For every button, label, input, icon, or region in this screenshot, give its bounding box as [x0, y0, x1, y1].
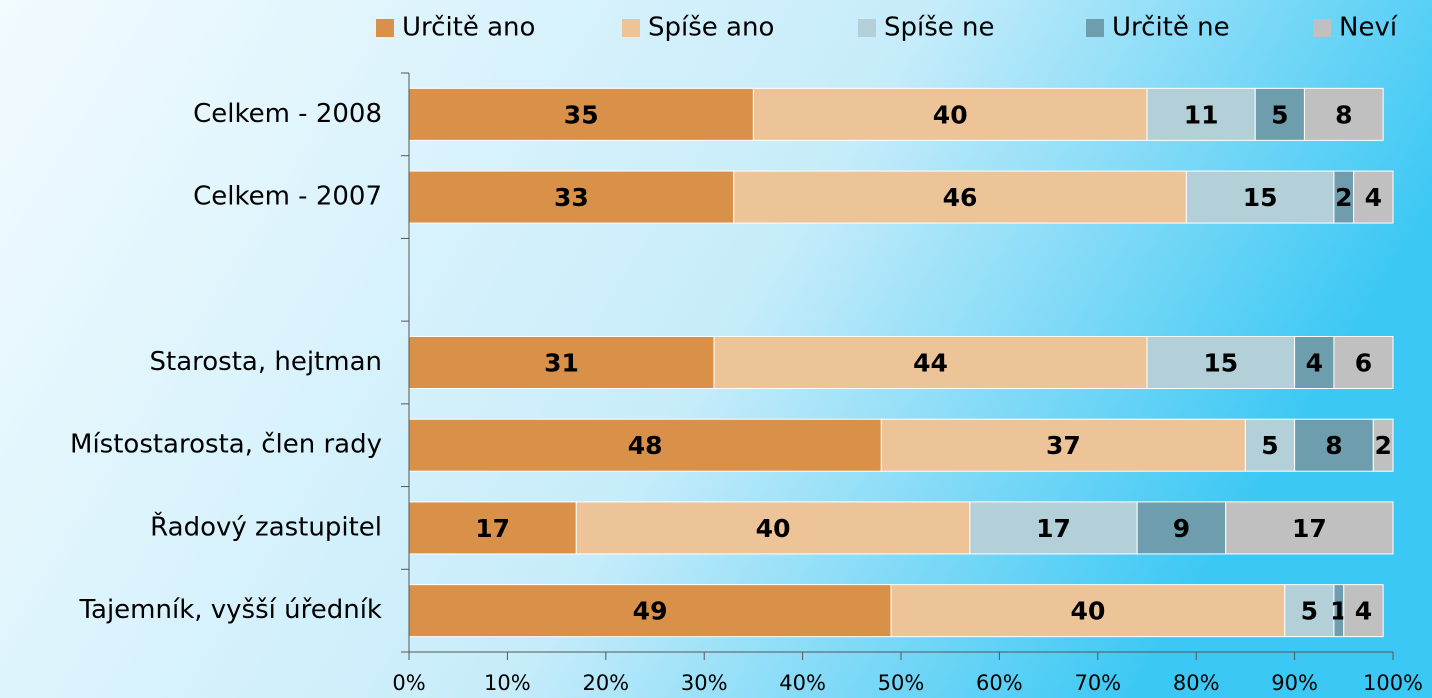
category-label: Tajemník, vyšší úředník	[78, 595, 382, 625]
bar-segment	[1284, 584, 1335, 638]
bar-segment	[1303, 87, 1384, 141]
legend-label: Neví	[1339, 13, 1398, 43]
x-tick-label: 70%	[1074, 671, 1121, 695]
data-label: 4	[1306, 349, 1323, 378]
legend-swatch	[858, 19, 876, 37]
data-label: 17	[1292, 514, 1327, 543]
bar-segment	[408, 170, 735, 224]
category-label: Celkem - 2007	[193, 182, 382, 212]
bar-segment	[1146, 87, 1256, 141]
legend-label: Určitě ano	[402, 13, 535, 43]
bar-segment	[408, 87, 754, 141]
data-label: 2	[1374, 431, 1391, 460]
data-label: 17	[475, 514, 510, 543]
x-tick-label: 40%	[779, 671, 826, 695]
bar-segment	[1136, 501, 1227, 555]
data-label: 46	[943, 183, 978, 212]
data-label: 15	[1243, 183, 1278, 212]
bar-segment	[969, 501, 1138, 555]
data-label: 37	[1046, 431, 1081, 460]
data-label: 40	[1071, 597, 1106, 626]
bar-segment	[1294, 418, 1374, 472]
x-tick-label: 30%	[681, 671, 728, 695]
data-label: 44	[913, 349, 948, 378]
data-label: 5	[1301, 597, 1318, 626]
data-label: 5	[1271, 100, 1288, 129]
x-tick-label: 10%	[484, 671, 531, 695]
legend-swatch	[1086, 19, 1104, 37]
x-tick-label: 0%	[392, 671, 425, 695]
x-tick-label: 20%	[582, 671, 629, 695]
legend-swatch	[376, 19, 394, 37]
category-label: Celkem - 2008	[193, 99, 382, 129]
data-label: 4	[1365, 183, 1382, 212]
bar-segment	[408, 501, 577, 555]
category-label: Místostarosta, člen rady	[70, 430, 382, 460]
x-tick-label: 100%	[1363, 671, 1423, 695]
legend-swatch	[1313, 19, 1331, 37]
data-label: 11	[1184, 100, 1219, 129]
data-label: 6	[1355, 349, 1372, 378]
bar-segment	[713, 336, 1148, 389]
data-label: 4	[1355, 597, 1372, 626]
legend-label: Určitě ne	[1112, 13, 1230, 43]
data-label: 8	[1335, 100, 1352, 129]
data-label: 40	[756, 514, 791, 543]
data-label: 15	[1203, 349, 1238, 378]
data-label: 9	[1173, 514, 1190, 543]
bar-segment	[408, 336, 715, 389]
data-label: 5	[1261, 431, 1278, 460]
legend-label: Spíše ne	[884, 13, 995, 43]
bar-segment	[1185, 170, 1335, 224]
data-label: 8	[1325, 431, 1342, 460]
bar-segment	[752, 87, 1148, 141]
data-label: 17	[1036, 514, 1071, 543]
bar-segment	[1146, 336, 1296, 389]
data-label: 2	[1335, 183, 1352, 212]
data-label: 48	[628, 431, 663, 460]
data-label: 33	[554, 183, 589, 212]
data-label: 1	[1330, 597, 1347, 626]
bar-segment	[733, 170, 1187, 224]
category-label: Starosta, hejtman	[150, 347, 383, 377]
bar-segment	[1254, 87, 1305, 141]
category-label: Řadový zastupitel	[150, 510, 382, 542]
legend-label: Spíše ano	[648, 13, 774, 43]
legend-swatch	[622, 19, 640, 37]
data-label: 49	[633, 597, 668, 626]
data-label: 31	[544, 349, 579, 378]
x-tick-label: 50%	[878, 671, 925, 695]
bar-segment	[1353, 170, 1394, 224]
data-label: 40	[933, 100, 968, 129]
bar-segment	[1333, 336, 1394, 389]
bar-segment	[890, 584, 1286, 638]
bar-segment	[1343, 584, 1384, 638]
x-tick-label: 60%	[976, 671, 1023, 695]
bar-segment	[1244, 418, 1296, 472]
bar-segment	[1225, 501, 1394, 555]
x-tick-label: 80%	[1173, 671, 1220, 695]
data-label: 35	[564, 100, 599, 129]
x-tick-label: 90%	[1271, 671, 1318, 695]
bar-segment	[1372, 418, 1394, 472]
bar-segment	[1294, 336, 1335, 389]
